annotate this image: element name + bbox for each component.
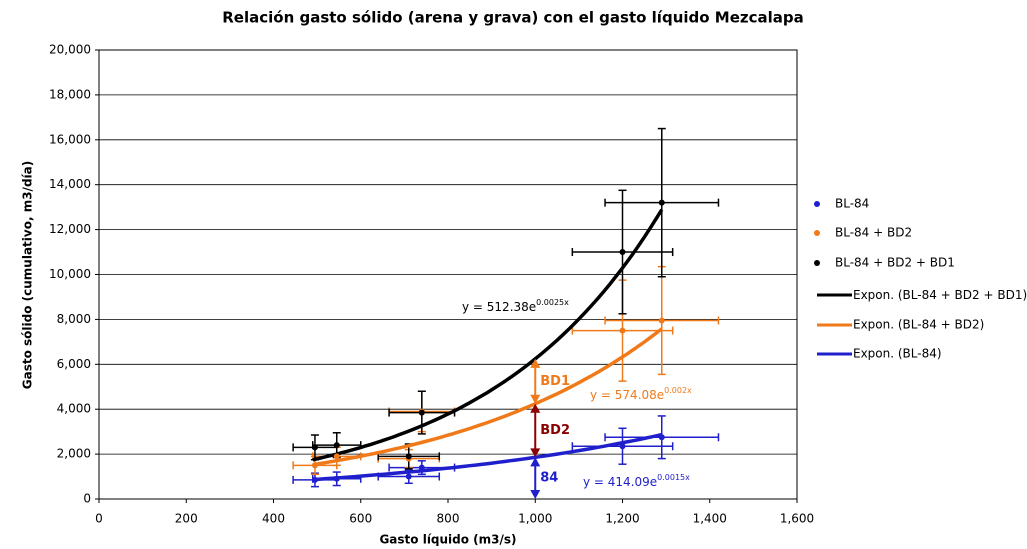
point bbox=[658, 434, 665, 441]
legend-label: BL-84 + BD2 bbox=[835, 226, 912, 240]
x-tick-label: 1,600 bbox=[780, 512, 814, 526]
arrow-head bbox=[530, 457, 541, 467]
annotation-label: BD1 bbox=[540, 374, 570, 389]
x-tick-label: 600 bbox=[349, 512, 372, 526]
point bbox=[311, 462, 318, 469]
trendline bbox=[312, 327, 663, 467]
y-tick-label: 20,000 bbox=[49, 43, 91, 57]
legend-label-line: Expon. (BL-84 + BD2 + BD1) bbox=[853, 288, 1027, 302]
x-tick-label: 1,000 bbox=[518, 512, 552, 526]
point bbox=[333, 442, 340, 449]
chart-title: Relación gasto sólido (arena y grava) co… bbox=[222, 9, 804, 27]
y-tick-label: 12,000 bbox=[49, 222, 91, 236]
y-tick-label: 0 bbox=[83, 492, 91, 506]
equation-base: y = 574.08e bbox=[590, 388, 664, 402]
trendline bbox=[312, 208, 664, 462]
x-tick-label: 800 bbox=[437, 512, 460, 526]
equation-label: y = 512.38e0.0025x bbox=[462, 298, 569, 314]
annotation-label: 84 bbox=[540, 471, 558, 486]
point bbox=[658, 199, 665, 206]
y-tick-label: 8,000 bbox=[57, 312, 91, 326]
y-tick-label: 2,000 bbox=[57, 447, 91, 461]
legend-label: Expon. (BL-84 + BD2 + BD1) bbox=[853, 288, 1027, 302]
legend-label: Expon. (BL-84 + BD2) bbox=[853, 318, 984, 332]
arrow-head bbox=[530, 394, 541, 404]
arrow-head bbox=[530, 490, 541, 499]
trendline bbox=[312, 432, 663, 482]
equation-label: y = 574.08e0.002x bbox=[590, 386, 692, 402]
x-tick-label: 0 bbox=[95, 512, 103, 526]
annotation-label: BD2 bbox=[540, 423, 570, 438]
point bbox=[311, 444, 318, 451]
legend-label: BL-84 bbox=[835, 197, 869, 211]
y-axis-label: Gasto sólido (cumulativo, m3/día) bbox=[21, 161, 35, 389]
equation-exponent: 0.002x bbox=[664, 386, 692, 395]
point bbox=[311, 476, 318, 483]
legend-marker bbox=[814, 230, 820, 236]
equation-base: y = 512.38e bbox=[462, 300, 536, 314]
equation-exponent: 0.0025x bbox=[536, 298, 569, 307]
y-tick-label: 16,000 bbox=[49, 132, 91, 146]
x-tick-label: 200 bbox=[175, 512, 198, 526]
legend-marker bbox=[814, 201, 820, 207]
x-tick-label: 400 bbox=[262, 512, 285, 526]
point bbox=[405, 453, 412, 460]
arrow-head bbox=[530, 448, 541, 458]
equation-exponent: 0.0015x bbox=[657, 473, 690, 482]
y-tick-label: 18,000 bbox=[49, 87, 91, 101]
y-tick-label: 10,000 bbox=[49, 267, 91, 281]
point bbox=[418, 409, 425, 416]
point bbox=[619, 327, 626, 334]
point bbox=[333, 475, 340, 482]
point bbox=[405, 473, 412, 480]
point bbox=[333, 453, 340, 460]
equation-label: y = 414.09e0.0015x bbox=[583, 473, 690, 489]
y-tick-label: 6,000 bbox=[57, 357, 91, 371]
y-tick-label: 4,000 bbox=[57, 402, 91, 416]
plot-border bbox=[98, 49, 798, 500]
arrow-head bbox=[530, 358, 541, 368]
x-tick-label: 1,200 bbox=[605, 512, 639, 526]
point bbox=[619, 249, 626, 256]
point bbox=[658, 317, 665, 324]
x-tick-label: 1,400 bbox=[693, 512, 727, 526]
equation-base: y = 414.09e bbox=[583, 475, 657, 489]
y-tick-label: 14,000 bbox=[49, 177, 91, 191]
legend-label: BL-84 + BD2 + BD1 bbox=[835, 256, 955, 270]
x-axis-label: Gasto líquido (m3/s) bbox=[379, 533, 516, 547]
legend-marker bbox=[814, 260, 820, 266]
point bbox=[418, 464, 425, 471]
arrow-head bbox=[530, 403, 541, 413]
point bbox=[619, 443, 626, 450]
legend-label: Expon. (BL-84) bbox=[853, 347, 942, 361]
